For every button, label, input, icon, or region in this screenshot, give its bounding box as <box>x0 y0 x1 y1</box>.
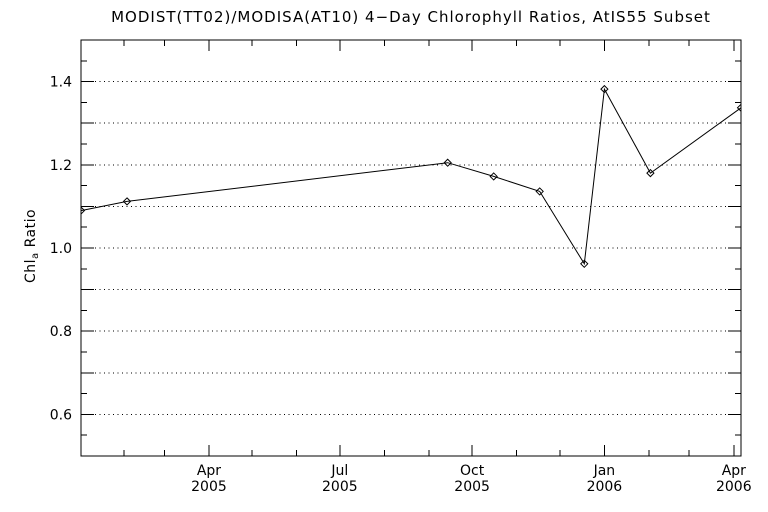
x-tick-label-year: 2006 <box>716 479 752 495</box>
x-tick-label-month: Oct <box>460 463 485 479</box>
data-point-marker <box>122 197 132 206</box>
data-point-marker <box>489 172 498 181</box>
x-tick-label-year: 2006 <box>587 479 623 495</box>
data-line <box>80 87 742 266</box>
chart-title: MODIST(TT02)/MODISA(AT10) 4−Day Chloroph… <box>111 8 711 26</box>
x-tick-label-year: 2005 <box>191 479 227 495</box>
x-tick-label-month: Jul <box>330 463 348 479</box>
x-tick-label-year: 2005 <box>322 479 358 495</box>
data-point-marker <box>443 158 452 167</box>
x-tick-label-month: Apr <box>722 463 746 479</box>
y-tick-label: 1.4 <box>50 75 72 91</box>
data-point-marker <box>580 259 589 269</box>
y-tick-labels: 0.6 0.8 1.0 1.2 1.4 <box>50 75 72 424</box>
y-tick-label: 0.8 <box>50 324 72 340</box>
x-tick-label-year: 2005 <box>454 479 490 495</box>
series-chlorophyll-ratio <box>80 84 742 269</box>
x-ticks <box>123 40 735 456</box>
y-tick-label: 1.2 <box>50 158 72 174</box>
data-point-marker <box>535 187 544 196</box>
y-gridlines <box>95 81 739 415</box>
x-tick-label-month: Apr <box>197 463 221 479</box>
data-point-marker <box>646 168 655 178</box>
y-tick-label: 0.6 <box>50 407 72 423</box>
y-tick-label: 1.0 <box>50 241 72 257</box>
data-point-marker <box>80 206 86 215</box>
data-point-marker <box>600 84 609 94</box>
y-ticks <box>81 60 741 436</box>
data-point-marker <box>736 103 742 113</box>
plot-frame <box>80 39 742 457</box>
x-tick-label-month: Jan <box>593 463 616 479</box>
